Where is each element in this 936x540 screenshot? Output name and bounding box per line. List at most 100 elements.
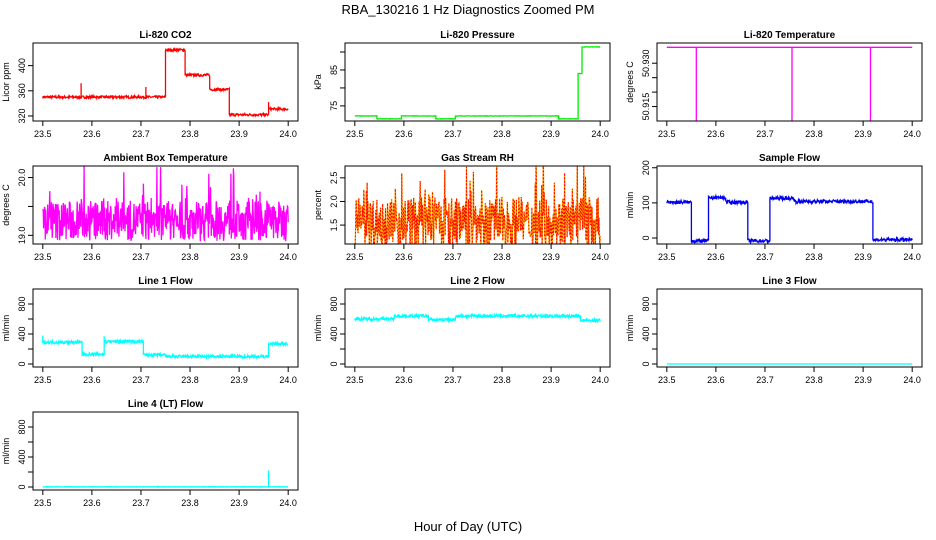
- x-tick-label: 23.8: [493, 375, 511, 385]
- y-axis-label: kPa: [313, 74, 323, 90]
- x-tick-label: 23.8: [805, 129, 823, 139]
- y-tick-label: 400: [329, 326, 339, 341]
- x-tick-label: 23.5: [658, 129, 676, 139]
- panel-title: Li-820 CO2: [139, 30, 192, 41]
- x-tick-label: 23.5: [346, 252, 364, 262]
- plot-frame: [32, 411, 299, 491]
- plot-frame: [656, 42, 923, 122]
- chart-panel: Line 1 Flow 23.5 23.6 23.7 23.8 23.9 24.0 0 400 8…: [1, 276, 299, 385]
- panel-title: Line 4 (LT) Flow: [128, 399, 204, 410]
- y-tick-label: 0: [641, 236, 651, 241]
- x-tick-label: 23.6: [395, 129, 413, 139]
- x-tick-label: 24.0: [903, 252, 921, 262]
- x-tick-label: 24.0: [591, 252, 609, 262]
- y-tick-label: 800: [17, 296, 27, 311]
- y-axis-label: ml/min: [625, 315, 635, 342]
- x-tick-label: 23.6: [83, 498, 101, 508]
- x-tick-label: 23.5: [34, 252, 52, 262]
- data-series-line: [42, 470, 289, 488]
- x-tick-label: 23.6: [83, 129, 101, 139]
- plot-frame: [344, 288, 611, 368]
- x-axis-label: Hour of Day (UTC): [414, 519, 522, 534]
- y-axis-label: percent: [313, 189, 323, 220]
- y-tick-label: 400: [17, 449, 27, 464]
- y-tick-label: 800: [17, 419, 27, 434]
- x-tick-label: 23.5: [34, 129, 52, 139]
- x-tick-label: 23.7: [132, 252, 150, 262]
- x-tick-label: 23.5: [658, 375, 676, 385]
- y-tick-label: 400: [17, 326, 27, 341]
- x-tick-label: 23.6: [395, 252, 413, 262]
- data-series-line: [42, 166, 289, 242]
- y-axis-label: Licor ppm: [1, 62, 11, 102]
- x-tick-label: 23.7: [132, 129, 150, 139]
- x-tick-label: 23.7: [756, 252, 774, 262]
- chart-panel: Line 2 Flow 23.5 23.6 23.7 23.8 23.9 24.0 0 400 8…: [313, 276, 611, 385]
- chart-panel: Line 3 Flow 23.5 23.6 23.7 23.8 23.9 24.0 0 400 8…: [625, 276, 923, 385]
- chart-panel: Line 4 (LT) Flow 23.5 23.6 23.7 23.8 23.9 24.0…: [1, 399, 299, 508]
- y-tick-label: 1.5: [329, 219, 339, 232]
- x-tick-label: 23.7: [756, 129, 774, 139]
- panel-title: Sample Flow: [759, 153, 820, 164]
- y-axis-label: ml/min: [625, 192, 635, 219]
- x-tick-label: 23.7: [756, 375, 774, 385]
- y-axis-label: ml/min: [313, 315, 323, 342]
- x-tick-label: 23.5: [34, 498, 52, 508]
- y-tick-label: 0: [329, 361, 339, 366]
- y-tick-label: 0: [17, 361, 27, 366]
- x-tick-label: 24.0: [903, 129, 921, 139]
- x-tick-label: 24.0: [591, 375, 609, 385]
- x-tick-label: 23.6: [83, 252, 101, 262]
- plot-frame: [656, 165, 923, 245]
- panel-title: Ambient Box Temperature: [103, 153, 228, 164]
- x-tick-label: 23.6: [707, 129, 725, 139]
- x-tick-label: 23.9: [230, 375, 248, 385]
- chart-panel: Li-820 Pressure 23.5 23.6 23.7 23.8 23.9 24.0 7…: [313, 30, 611, 139]
- data-series-line: [42, 47, 289, 119]
- x-tick-label: 23.8: [181, 375, 199, 385]
- x-tick-label: 23.7: [132, 498, 150, 508]
- y-tick-label: 50.915: [641, 93, 651, 121]
- plot-frame: [344, 165, 611, 245]
- x-tick-label: 24.0: [279, 252, 297, 262]
- x-tick-label: 23.8: [805, 252, 823, 262]
- y-tick-label: 800: [641, 296, 651, 311]
- panel-title: Line 1 Flow: [138, 276, 193, 287]
- data-series-overlay: [354, 166, 601, 244]
- x-tick-label: 23.5: [346, 129, 364, 139]
- x-tick-label: 24.0: [279, 129, 297, 139]
- x-tick-label: 23.7: [444, 129, 462, 139]
- x-tick-label: 23.8: [181, 129, 199, 139]
- x-tick-label: 23.5: [346, 375, 364, 385]
- plot-frame: [32, 42, 299, 122]
- chart-panel: Sample Flow 23.5 23.6 23.7 23.8 23.9 24.0 0 100 2…: [625, 153, 923, 262]
- y-axis-label: ml/min: [1, 315, 11, 342]
- x-tick-label: 23.6: [707, 375, 725, 385]
- y-tick-label: 2.5: [329, 172, 339, 185]
- plot-frame: [656, 288, 923, 368]
- chart-panel: Li-820 CO2 23.5 23.6 23.7 23.8 23.9 24.0 320 360…: [1, 30, 299, 139]
- x-tick-label: 23.9: [230, 129, 248, 139]
- x-tick-label: 23.5: [658, 252, 676, 262]
- plot-frame: [32, 288, 299, 368]
- x-tick-label: 23.8: [181, 252, 199, 262]
- x-tick-label: 23.8: [493, 252, 511, 262]
- x-tick-label: 23.9: [230, 498, 248, 508]
- y-tick-label: 0: [641, 361, 651, 366]
- x-tick-label: 23.8: [493, 129, 511, 139]
- x-tick-label: 23.9: [854, 375, 872, 385]
- data-series-line: [666, 46, 913, 121]
- plot-frame: [32, 165, 299, 245]
- y-tick-label: 50.930: [641, 49, 651, 77]
- figure-title: RBA_130216 1 Hz Diagnostics Zoomed PM: [342, 2, 595, 17]
- x-tick-label: 23.9: [542, 129, 560, 139]
- x-tick-label: 23.7: [444, 252, 462, 262]
- y-tick-label: 85: [329, 65, 339, 75]
- x-tick-label: 23.7: [132, 375, 150, 385]
- plot-frame: [344, 42, 611, 122]
- x-tick-label: 24.0: [279, 498, 297, 508]
- y-tick-label: 800: [329, 296, 339, 311]
- data-series-line: [354, 46, 601, 120]
- x-tick-label: 23.9: [542, 252, 560, 262]
